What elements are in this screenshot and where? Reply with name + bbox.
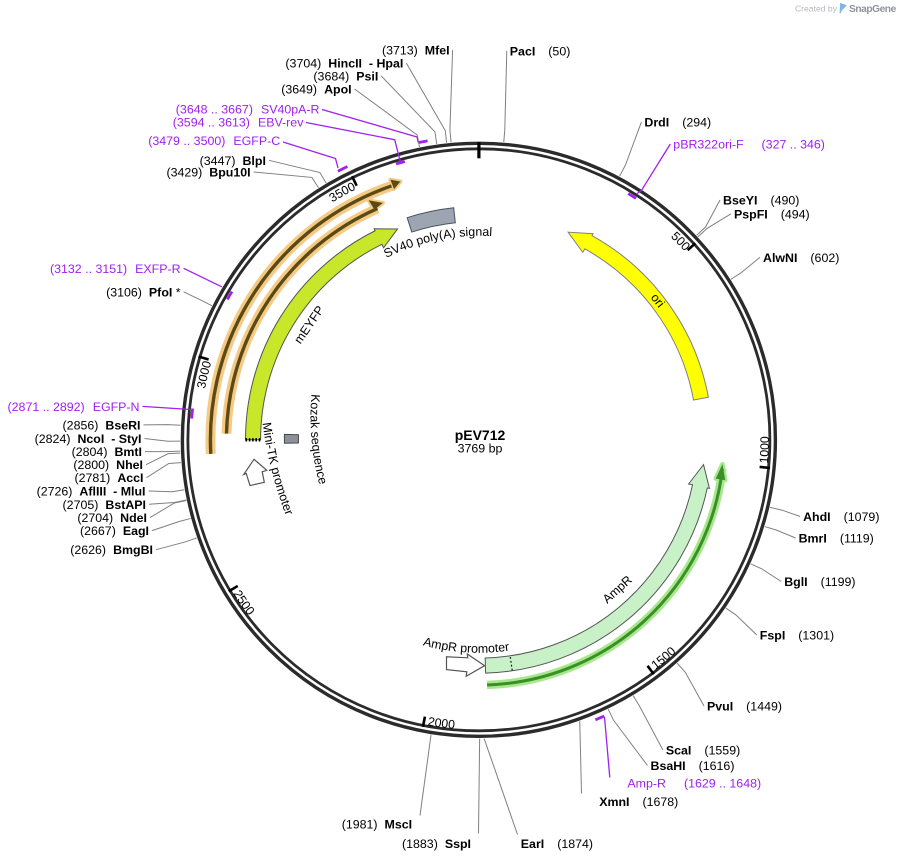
- svg-text:Created by: Created by: [795, 3, 838, 13]
- svg-text:(3704)HincII - HpaI: (3704) HincII - HpaI: [285, 57, 403, 71]
- svg-text:(1981)MscI: (1981) MscI: [342, 818, 412, 832]
- svg-text:2000: 2000: [427, 714, 456, 731]
- svg-text:(2856)BseRI: (2856) BseRI: [63, 418, 141, 432]
- svg-text:ori: ori: [648, 291, 668, 311]
- svg-text:PvuI(1449): PvuI (1449): [707, 700, 782, 714]
- svg-text:(3132 .. 3151)EXFP-R: (3132 .. 3151) EXFP-R: [50, 262, 181, 276]
- svg-text:(1883)SspI: (1883) SspI: [402, 837, 471, 851]
- svg-text:AlwNI(602): AlwNI (602): [763, 251, 839, 265]
- svg-text:(3649)ApoI: (3649) ApoI: [281, 83, 351, 97]
- svg-text:(2781)AccI: (2781) AccI: [74, 471, 143, 485]
- svg-text:EarI(1874): EarI (1874): [521, 837, 593, 851]
- svg-text:SnapGene: SnapGene: [849, 4, 897, 15]
- svg-text:BseYI(490): BseYI (490): [723, 194, 799, 208]
- svg-text:1000: 1000: [757, 436, 772, 464]
- svg-text:PacI(50): PacI (50): [510, 44, 571, 58]
- svg-text:(3447)BlpI: (3447) BlpI: [200, 154, 266, 168]
- svg-text:(3684)PsiI: (3684) PsiI: [313, 70, 378, 84]
- svg-text:(2667)EagI: (2667) EagI: [80, 524, 149, 538]
- svg-text:(3429)Bpu10I: (3429) Bpu10I: [166, 166, 250, 180]
- svg-text:pBR322ori-F(327 .. 346): pBR322ori-F (327 .. 346): [673, 138, 825, 152]
- svg-text:(2804)BmtI: (2804) BmtI: [72, 445, 142, 459]
- svg-text:(2705)BstAPI: (2705) BstAPI: [63, 498, 146, 512]
- svg-text:(2824)NcoI - StyI: (2824) NcoI - StyI: [35, 432, 142, 446]
- svg-text:(2626)BmgBI: (2626) BmgBI: [70, 543, 153, 557]
- svg-text:3000: 3000: [194, 359, 214, 389]
- svg-text:(2704)NdeI: (2704) NdeI: [77, 511, 147, 525]
- svg-text:BmrI(1119): BmrI (1119): [799, 532, 874, 546]
- svg-text:Amp-R(1629 .. 1648): Amp-R (1629 .. 1648): [627, 777, 761, 791]
- svg-text:PspFI(494): PspFI (494): [734, 207, 810, 221]
- svg-text:(3594 .. 3613)EBV-rev: (3594 .. 3613) EBV-rev: [173, 116, 304, 130]
- svg-text:(2726)AflIII - MluI: (2726) AflIII - MluI: [37, 485, 146, 499]
- svg-text:ScaI(1559): ScaI (1559): [666, 744, 740, 758]
- svg-text:(3648 .. 3667)SV40pA-R: (3648 .. 3667) SV40pA-R: [176, 103, 320, 117]
- svg-text:(3479 .. 3500)EGFP-C: (3479 .. 3500) EGFP-C: [148, 134, 280, 148]
- svg-text:3769 bp: 3769 bp: [458, 442, 503, 456]
- svg-text:(3713)MfeI: (3713) MfeI: [382, 44, 450, 58]
- svg-text:BglI(1199): BglI (1199): [784, 575, 855, 589]
- svg-text:BsaHI(1616): BsaHI (1616): [651, 759, 735, 773]
- svg-text:FspI(1301): FspI (1301): [760, 629, 834, 643]
- svg-text:pEV712: pEV712: [455, 427, 506, 443]
- svg-text:(2800)NheI: (2800) NheI: [73, 458, 143, 472]
- svg-text:XmnI(1678): XmnI (1678): [599, 795, 678, 809]
- svg-text:(2871 .. 2892)EGFP-N: (2871 .. 2892) EGFP-N: [8, 400, 140, 414]
- svg-text:AhdI(1079): AhdI (1079): [803, 510, 879, 524]
- svg-text:DrdI(294): DrdI (294): [644, 116, 711, 130]
- svg-text:(3106)PfoI *: (3106) PfoI *: [106, 285, 181, 299]
